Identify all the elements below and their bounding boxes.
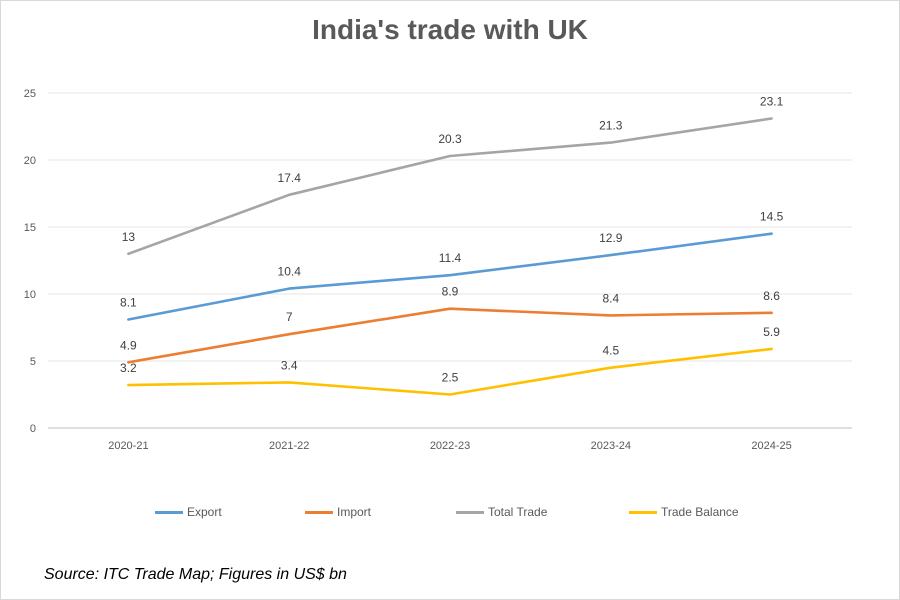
- y-tick-label: 15: [24, 222, 36, 234]
- y-tick-label: 20: [24, 155, 36, 167]
- series-line-total-trade: [127, 117, 773, 256]
- data-labels: 8.1 10.4 11.4 12.9 14.5 4.9 7 8.9 8.4 8.6 13 17.4 20…: [120, 94, 784, 384]
- data-label: 5.9: [763, 325, 780, 339]
- y-tick-label: 0: [30, 423, 36, 435]
- data-label: 14.5: [760, 210, 784, 224]
- data-label: 2.5: [442, 371, 459, 385]
- legend-swatch: [305, 510, 333, 514]
- legend-item: Trade Balance: [629, 505, 739, 519]
- source-note: Source: ITC Trade Map; Figures in US$ bn: [44, 566, 347, 583]
- legend-label: Trade Balance: [661, 505, 739, 519]
- x-tick-label: 2024-25: [751, 440, 791, 452]
- legend: Export Import Total Trade Trade Balance: [0, 505, 900, 525]
- data-label: 4.9: [120, 338, 137, 352]
- y-tick-label: 5: [30, 356, 36, 368]
- legend-swatch: [629, 510, 657, 514]
- x-tick-label: 2020-21: [108, 440, 148, 452]
- y-axis: 0 5 10 15 20 25: [24, 88, 36, 435]
- data-label: 8.6: [763, 289, 780, 303]
- series-line-trade-balance: [127, 347, 773, 396]
- data-label: 7: [286, 310, 293, 324]
- data-label: 12.9: [599, 231, 623, 245]
- series-lines: [127, 117, 773, 396]
- x-tick-label: 2023-24: [591, 440, 631, 452]
- data-label: 4.5: [602, 344, 619, 358]
- x-tick-label: 2021-22: [269, 440, 309, 452]
- data-label: 20.3: [438, 132, 462, 146]
- data-label: 8.4: [602, 291, 619, 305]
- chart-title: India's trade with UK: [312, 14, 588, 45]
- gridlines: [48, 92, 852, 429]
- data-label: 23.1: [760, 94, 784, 108]
- data-label: 17.4: [278, 171, 302, 185]
- legend-item: Export: [155, 505, 222, 519]
- legend-item: Import: [305, 505, 371, 519]
- series-line-import: [127, 307, 773, 364]
- x-axis: 2020-21 2021-22 2022-23 2023-24 2024-25: [108, 440, 792, 452]
- y-tick-label: 10: [24, 289, 36, 301]
- data-label: 3.4: [281, 358, 298, 372]
- x-tick-label: 2022-23: [430, 440, 470, 452]
- legend-label: Export: [187, 505, 222, 519]
- series-line-export: [127, 232, 773, 321]
- legend-swatch: [456, 510, 484, 514]
- y-tick-label: 25: [24, 88, 36, 100]
- data-label: 10.4: [278, 265, 302, 279]
- data-label: 11.4: [439, 251, 462, 265]
- legend-label: Import: [337, 505, 372, 519]
- legend-label: Total Trade: [488, 505, 548, 519]
- legend-swatch: [155, 510, 183, 514]
- legend-item: Total Trade: [456, 505, 547, 519]
- data-label: 13: [122, 230, 136, 244]
- data-label: 8.1: [120, 295, 137, 309]
- data-label: 3.2: [120, 361, 137, 375]
- data-label: 21.3: [599, 119, 623, 133]
- data-label: 8.9: [442, 285, 459, 299]
